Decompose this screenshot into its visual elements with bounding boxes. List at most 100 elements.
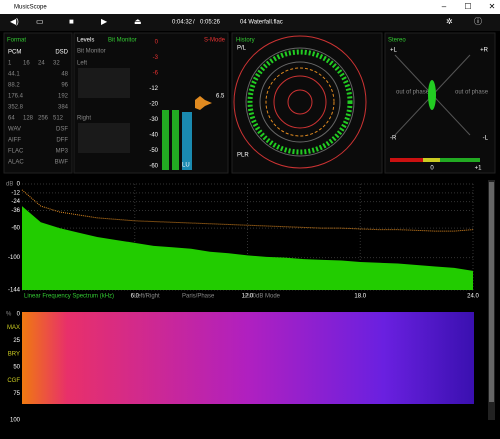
meter-scale-label: -12: [149, 86, 158, 92]
format-option: 88.2: [8, 83, 20, 89]
stereo-plus-l: +L: [390, 48, 398, 54]
spectrogram: [22, 312, 474, 404]
levels-title: Levels: [77, 38, 94, 44]
scroll-thumb[interactable]: [489, 182, 494, 402]
toolbar: [0, 14, 500, 31]
history-panel: [231, 32, 383, 174]
maximize-button[interactable]: ☐: [464, 2, 471, 11]
format-option: 128: [23, 116, 34, 122]
info-button[interactable]: ⓘ: [474, 17, 482, 26]
spectrum-footer: Linear Frequency Spectrum (kHz): [24, 294, 114, 300]
format-option: 192: [58, 94, 69, 100]
stop-button[interactable]: ■: [69, 17, 74, 26]
levels-mode: Bit Monitor: [108, 38, 137, 44]
format-option: 64: [8, 116, 15, 122]
stereo-plus-r: +R: [480, 48, 489, 54]
left-label: Left: [77, 61, 87, 67]
format-option: 512: [53, 116, 64, 122]
stereo-minus-l: -L: [483, 136, 489, 142]
band-label: BRY: [8, 351, 20, 357]
open-button[interactable]: ▭: [36, 17, 44, 26]
format-option: ALAC: [8, 160, 24, 166]
x-tick-label: 18.0: [354, 294, 366, 300]
format-option: 24: [38, 61, 45, 67]
y-tick-label: -144: [8, 288, 21, 294]
y-tick-label: 75: [13, 391, 20, 397]
format-panel: [3, 32, 73, 174]
bit-monitor-right: [78, 123, 130, 153]
y-tick-label: -100: [8, 255, 21, 261]
format-option: 96: [61, 83, 68, 89]
format-option: MP3: [56, 149, 69, 155]
format-option: DSF: [56, 127, 68, 133]
format-option: 384: [58, 105, 69, 111]
y-tick-label: 100: [10, 418, 21, 424]
history-title: History: [236, 38, 255, 44]
level-histogram: [195, 96, 212, 110]
meter-scale-label: -20: [149, 102, 158, 108]
stereo-title: Stereo: [388, 38, 406, 44]
meter-scale-label: -3: [153, 55, 159, 61]
y-tick-label: 0: [17, 312, 21, 318]
y-tick-label: -12: [11, 190, 20, 196]
spectrum-peak: [21, 189, 474, 232]
meter-scale-label: -30: [149, 117, 158, 123]
meter-scale-label: -6: [153, 71, 159, 77]
y-tick-label: -36: [11, 208, 20, 214]
format-option: 256: [38, 116, 49, 122]
play-button[interactable]: ▶: [101, 17, 108, 26]
phase-bar-pos: [440, 158, 480, 162]
meter-mode: S-Mode: [204, 38, 226, 44]
meter-bar-left-2: [172, 110, 179, 170]
meter-scale-label: -60: [149, 164, 158, 170]
track-name: 04 Waterfall.flac: [240, 20, 283, 26]
time-separator: /: [193, 20, 195, 26]
meter-bar-left: [162, 110, 169, 170]
format-option: 44.1: [8, 72, 20, 78]
stereo-minus-r: -R: [390, 136, 397, 142]
settings-button[interactable]: ✲: [446, 17, 453, 26]
y-tick-label: 0: [17, 182, 21, 188]
format-option: WAV: [8, 127, 21, 133]
close-button[interactable]: ✕: [489, 2, 496, 11]
band-label: MAX: [7, 325, 20, 331]
format-option: 16: [23, 61, 30, 67]
x-tick-label: 6.0: [131, 294, 140, 300]
format-option: 352.8: [8, 105, 24, 111]
time-total: 0:05:26: [200, 20, 221, 26]
y-tick-label: 25: [13, 338, 20, 344]
phase-plus-one: +1: [475, 166, 483, 172]
x-tick-label: 12.0: [242, 294, 254, 300]
time-elapsed: 0:04:32: [172, 20, 193, 26]
title-bar: [0, 0, 500, 14]
spectrum-unit: dB: [6, 182, 13, 188]
format-option: 32: [53, 61, 60, 67]
format-title: Format: [7, 38, 26, 44]
x-tick-label: 24.0: [467, 294, 479, 300]
history-top: P/L: [237, 46, 247, 52]
format-option: 176.4: [8, 94, 24, 100]
phase-bar-mid: [423, 158, 440, 162]
meter-channel: LU: [182, 163, 190, 169]
meter-scale-label: -40: [149, 133, 158, 139]
spectrum-area: [22, 206, 473, 290]
minimize-button[interactable]: –: [442, 2, 447, 11]
format-option: 48: [61, 72, 68, 78]
stereo-out-right: out of phase: [455, 90, 489, 96]
format-option: FLAC: [8, 149, 24, 155]
format-option: PCM: [8, 50, 21, 56]
bit-monitor-left: [78, 68, 130, 98]
bit-monitor-label: Bit Monitor: [77, 49, 106, 55]
volume-button[interactable]: ◀): [10, 17, 19, 26]
format-option: AIFF: [8, 138, 21, 144]
meter-bar-right: [182, 112, 192, 170]
band-label: CGF: [7, 378, 20, 384]
format-option: DSD: [55, 50, 68, 56]
stereo-scatter: [428, 80, 436, 110]
history-bottom: PLR: [237, 153, 249, 159]
eject-button[interactable]: ⏏: [134, 17, 142, 26]
spectrogram-unit: %: [6, 312, 12, 318]
y-tick-label: -60: [11, 226, 20, 232]
